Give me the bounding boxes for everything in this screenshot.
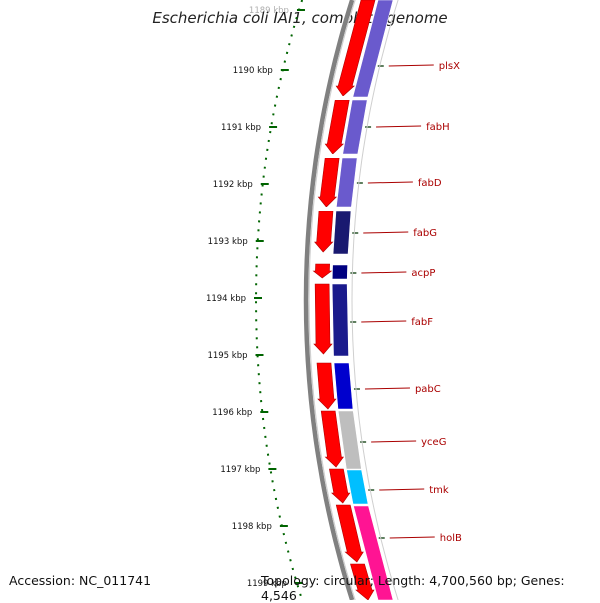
scale-tick-label: 1192 kbp [213, 180, 253, 190]
gene-label-acpP[interactable]: acpP [411, 268, 435, 279]
gene-block-acpP[interactable] [331, 264, 348, 280]
gene-block-plsX[interactable] [352, 0, 394, 98]
backbone-inner-ring [308, 0, 356, 600]
scale-tick-label: 1190 kbp [233, 66, 273, 76]
gene-label-fabG[interactable]: fabG [413, 228, 437, 239]
gene-block-yceG[interactable] [337, 410, 362, 470]
gene-leader-line [389, 536, 435, 539]
gene-label-fabD[interactable]: fabD [418, 178, 442, 189]
gene-leader-line [379, 488, 425, 491]
forward-cds-arrow[interactable] [329, 468, 351, 504]
track-gap [314, 356, 335, 360]
gene-leader-line [361, 271, 407, 274]
gene-leader-line [367, 181, 413, 184]
scale-tick-label: 1193 kbp [208, 237, 248, 247]
forward-cds-arrow[interactable] [324, 99, 350, 155]
scale-tick-label: 1189 kbp [249, 6, 289, 16]
gene-leader-line [361, 320, 407, 323]
gene-label-fabH[interactable]: fabH [426, 122, 450, 133]
gene-leader-line [371, 440, 417, 443]
forward-cds-arrow[interactable] [317, 157, 340, 208]
outer-track-edge [351, 0, 399, 600]
gene-leader-line [376, 125, 422, 128]
forward-cds-arrow[interactable] [335, 0, 376, 97]
gene-block-fabG[interactable] [332, 210, 352, 255]
forward-cds-arrow[interactable] [316, 362, 337, 410]
gene-block-holB[interactable] [353, 505, 394, 600]
gene-label-tmk[interactable]: tmk [429, 485, 449, 496]
track-gap [317, 207, 338, 211]
gene-leader-line [388, 64, 434, 67]
gene-block-fabD[interactable] [335, 157, 358, 208]
forward-cds-arrow[interactable] [312, 263, 333, 279]
forward-cds-arrow[interactable] [320, 410, 344, 468]
scale-tick-label: 1191 kbp [221, 123, 261, 133]
genome-summary-label: Topology: circular; Length: 4,700,560 bp… [261, 573, 565, 603]
forward-cds-arrow[interactable] [335, 504, 364, 563]
gene-label-pabC[interactable]: pabC [415, 384, 441, 395]
gene-label-yceG[interactable]: yceG [421, 437, 446, 448]
scale-tick-label: 1199 kbp [247, 579, 287, 589]
scale-tick-label: 1195 kbp [207, 351, 247, 361]
forward-cds-arrow[interactable] [314, 210, 334, 253]
gene-block-fabF[interactable] [331, 283, 349, 357]
track-gap [313, 279, 334, 283]
gene-label-holB[interactable]: holB [440, 533, 462, 544]
gene-block-pabC[interactable] [333, 362, 354, 410]
gene-block-tmk[interactable] [346, 469, 369, 505]
scale-tick-label: 1196 kbp [212, 408, 252, 418]
gene-leader-line [363, 231, 409, 234]
forward-cds-arrow[interactable] [350, 563, 375, 600]
accession-label: Accession: NC_011741 [9, 573, 152, 588]
forward-cds-arrow[interactable] [313, 283, 333, 355]
outer-tick-ring [254, 0, 304, 600]
track-gap [323, 154, 344, 158]
gene-label-plsX[interactable]: plsX [439, 61, 460, 72]
scale-tick-label: 1198 kbp [232, 522, 272, 532]
track-gap [333, 96, 354, 100]
gene-block-fabH[interactable] [342, 99, 368, 155]
scale-tick-label: 1194 kbp [206, 294, 246, 304]
track-gap [313, 256, 334, 260]
gene-label-fabF[interactable]: fabF [411, 317, 433, 328]
scale-tick-label: 1197 kbp [220, 465, 260, 475]
gene-leader-line [364, 387, 410, 390]
backbone-ring [303, 0, 355, 600]
